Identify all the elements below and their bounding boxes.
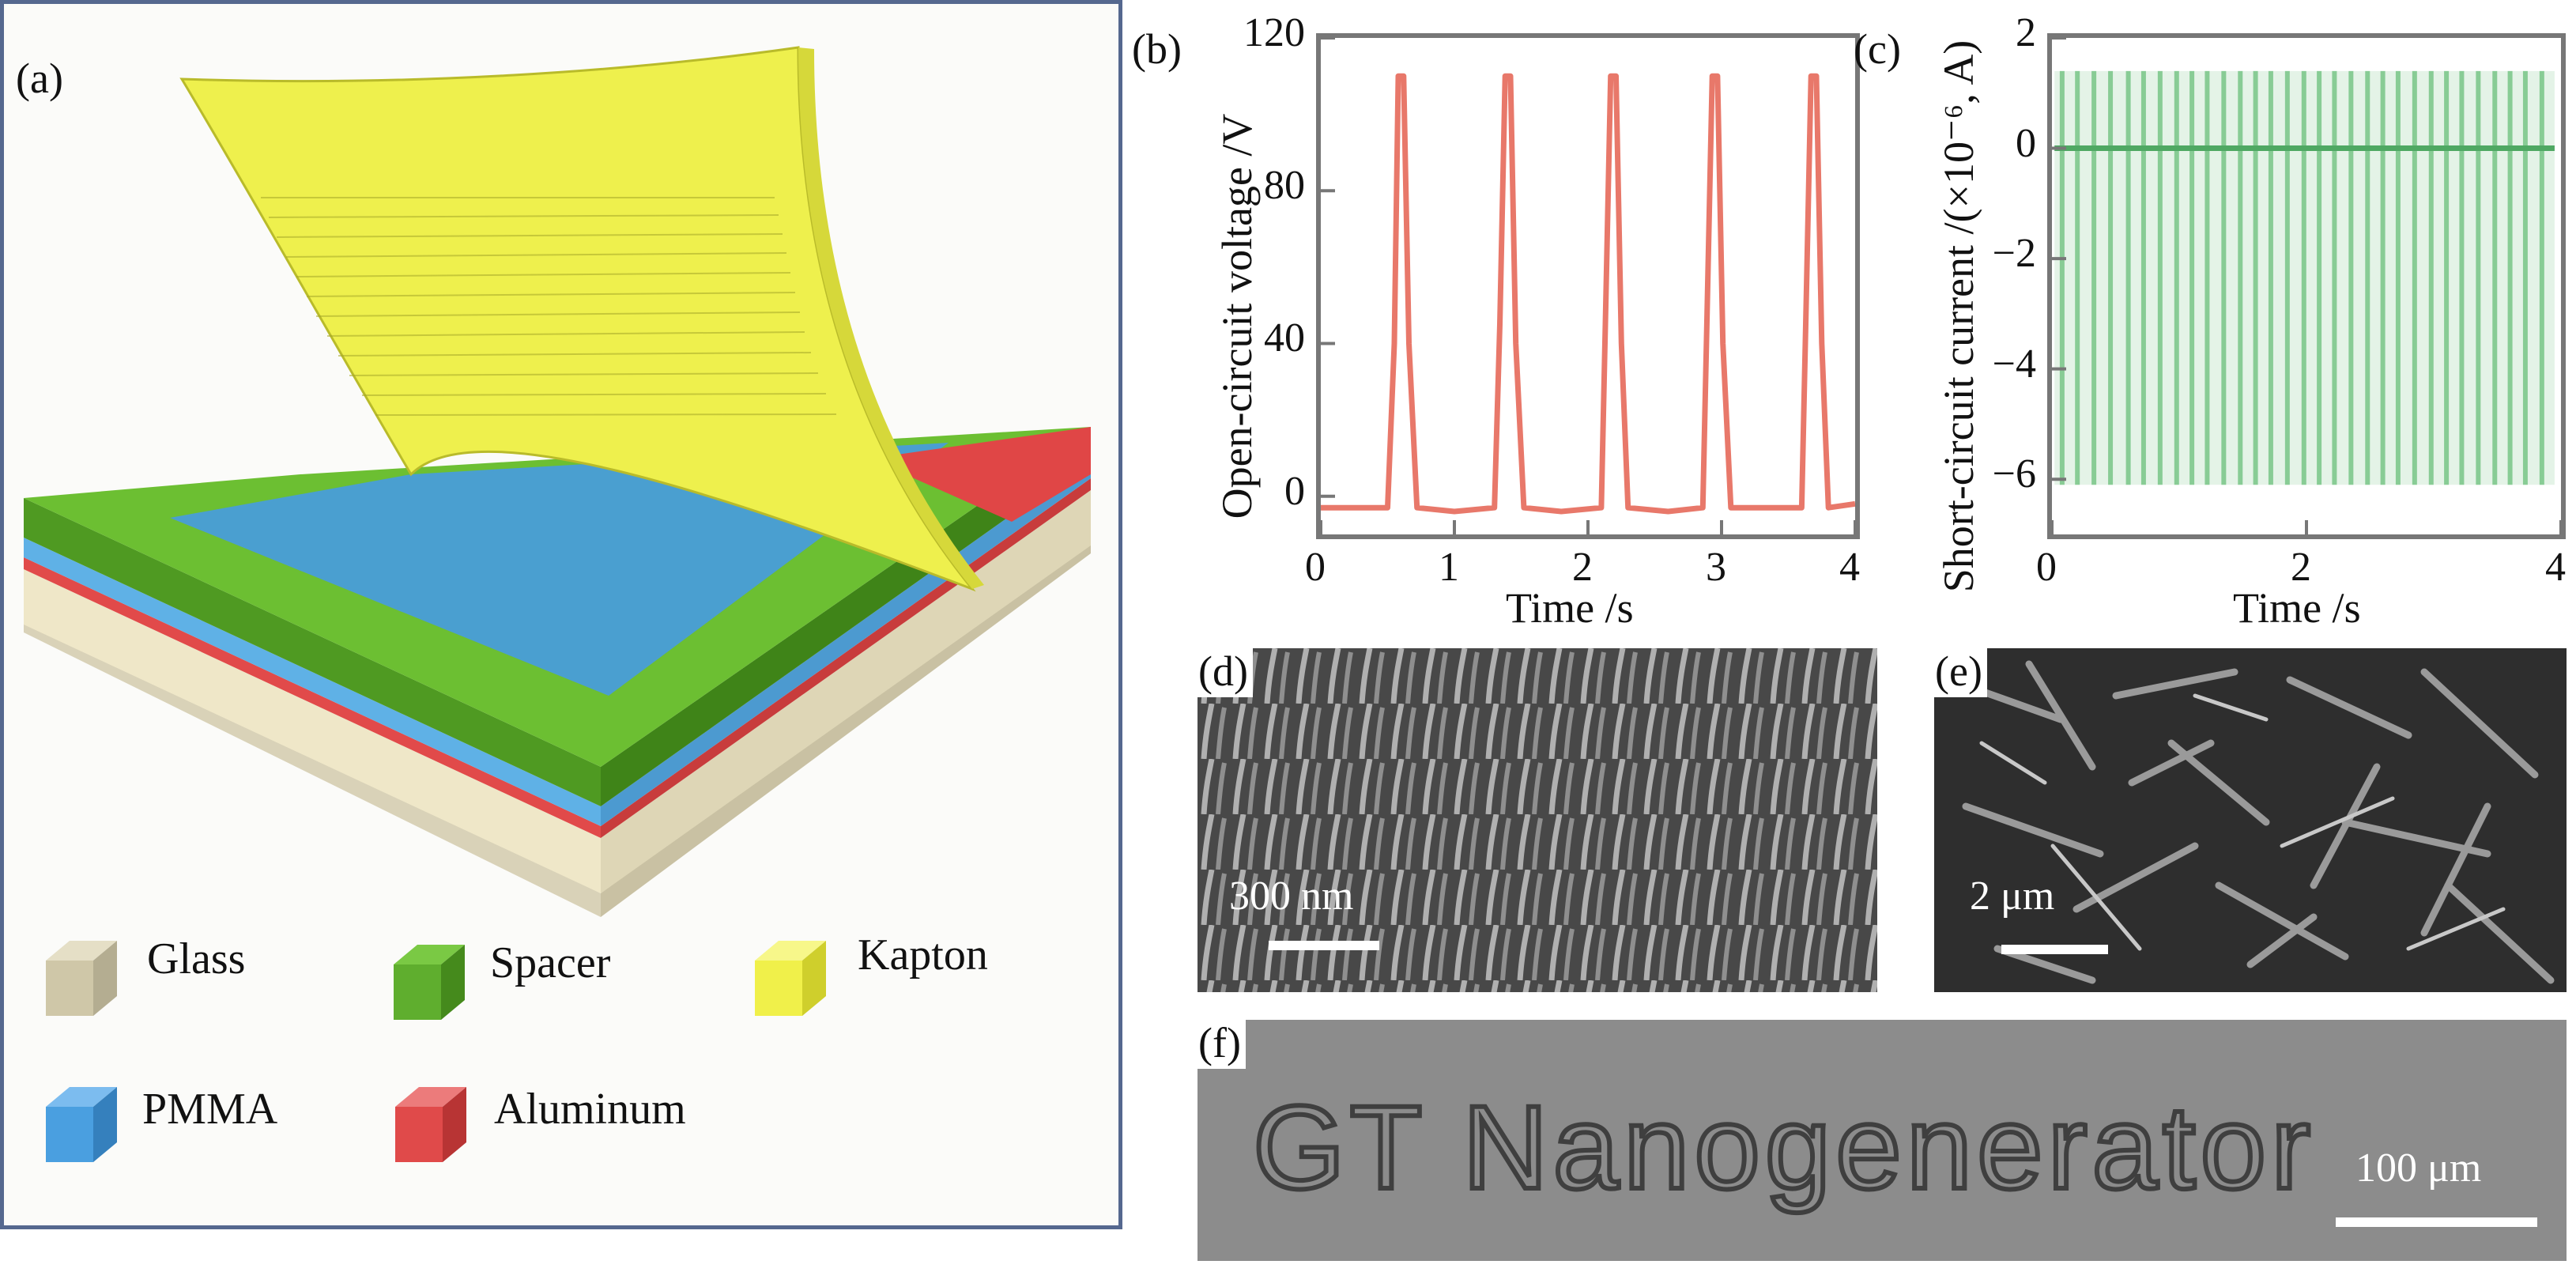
panel-b-label: (b) <box>1132 25 1182 73</box>
chart-b-xtick: 1 <box>1439 545 1459 590</box>
chart-b-frame <box>1316 33 1860 539</box>
chart-b-xtick: 2 <box>1572 545 1593 590</box>
panel-f-label: (f) <box>1195 1020 1246 1069</box>
spacer-front-face <box>24 498 601 806</box>
chart-c-ytick: 0 <box>2016 120 2036 166</box>
panel-c-label: (c) <box>1854 25 1901 73</box>
spacer-cube-icon <box>394 945 465 1020</box>
chart-c-plot <box>2052 38 2561 534</box>
chart-c-xtick: 2 <box>2291 545 2311 590</box>
panel-e-label: (e) <box>1932 648 1987 697</box>
chart-b-xtick: 4 <box>1839 545 1860 590</box>
chart-b-ytick: 80 <box>1264 163 1305 209</box>
scale-label-2um: 2 μm <box>1970 874 2055 919</box>
scale-bar-e <box>2001 945 2108 954</box>
glass-layer <box>24 569 601 893</box>
aluminum-cube-icon <box>395 1087 466 1162</box>
aluminum-back-strip <box>869 427 1091 522</box>
scale-bar-f <box>2336 1217 2537 1227</box>
device-3d-illustration <box>24 46 1091 917</box>
patterned-text-gt-nanogenerator: GT Nanogenerator <box>1250 1078 2315 1216</box>
chart-c-xtick: 0 <box>2036 545 2057 590</box>
glass-cube-icon <box>46 941 117 1016</box>
legend-label-aluminum: Aluminum <box>494 1085 686 1134</box>
chart-b-plot <box>1321 38 1855 534</box>
chart-b-xtick: 0 <box>1305 545 1326 590</box>
chart-c-frame <box>2047 33 2566 539</box>
pmma-cube-icon <box>46 1087 117 1162</box>
chart-b-ytick: 120 <box>1243 10 1305 55</box>
chart-c-ylabel: Short-circuit current /(×10⁻⁶, A) <box>1935 40 1982 593</box>
nanorod-texture <box>1934 648 2567 992</box>
sem-image-nanorods: 2 μm <box>1934 648 2567 992</box>
sem-image-patterned-text: GT Nanogenerator 100 μm <box>1197 1020 2567 1261</box>
chart-b-ytick: 0 <box>1284 468 1305 514</box>
panel-a-device-schematic: (a) <box>0 0 1122 1229</box>
legend-label-glass: Glass <box>147 934 246 983</box>
chart-c-ytick: −4 <box>1992 341 2036 387</box>
spacer-right-face <box>601 427 1091 806</box>
chart-c-ytick: −2 <box>1992 231 2036 277</box>
chart-c-xlabel: Time /s <box>2233 584 2361 632</box>
kapton-cube-icon <box>755 941 826 1016</box>
scale-label-300nm: 300 nm <box>1229 874 1354 919</box>
chart-c-ytick: 2 <box>2016 10 2036 55</box>
panel-d-label: (d) <box>1195 648 1253 697</box>
legend-label-pmma: PMMA <box>142 1085 278 1134</box>
panel-a-label: (a) <box>16 55 63 102</box>
sem-image-nanowires: 300 nm <box>1197 648 1877 992</box>
scale-label-100um: 100 μm <box>2355 1146 2482 1191</box>
pmma-layer <box>24 538 601 826</box>
kapton-texture <box>261 197 837 416</box>
chart-c-ytick: −6 <box>1992 451 2036 497</box>
chart-b-xtick: 3 <box>1706 545 1726 590</box>
chart-b-ylabel: Open-circuit voltage /V <box>1213 113 1261 519</box>
aluminum-layer <box>24 557 601 838</box>
legend-label-spacer: Spacer <box>490 938 611 987</box>
chart-b-ytick: 40 <box>1264 315 1305 361</box>
nanowire-texture <box>1197 648 1877 992</box>
chart-b-voltage-line <box>1321 73 1855 515</box>
scale-bar-d <box>1269 941 1379 950</box>
chart-b-xlabel: Time /s <box>1506 584 1634 632</box>
legend-label-kapton: Kapton <box>858 930 988 979</box>
chart-c-xtick: 4 <box>2545 545 2566 590</box>
